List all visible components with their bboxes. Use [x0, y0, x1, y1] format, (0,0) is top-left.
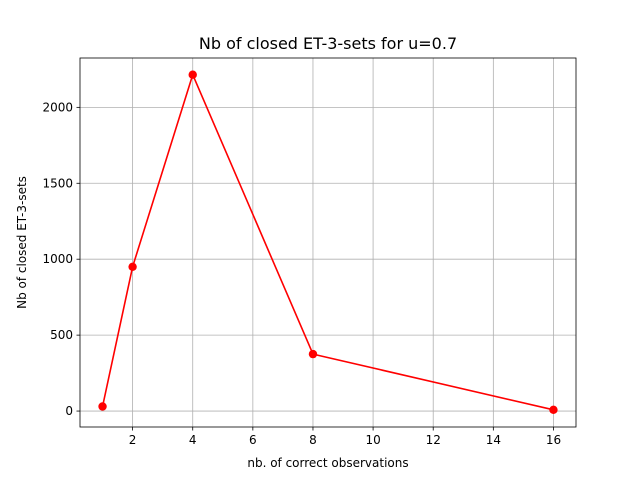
series-layer	[98, 70, 558, 415]
y-tick-label: 2000	[42, 100, 73, 114]
x-axis-label: nb. of correct observations	[247, 456, 408, 470]
plot-frame	[79, 57, 577, 428]
y-axis-label: Nb of closed ET-3-sets	[15, 176, 29, 309]
x-tick-label: 2	[129, 433, 137, 447]
x-axis-ticks: 2 4 6 8 10 12 14 16	[129, 427, 561, 447]
y-tick-label: 0	[65, 404, 73, 418]
x-tick-label: 12	[426, 433, 441, 447]
data-point	[188, 70, 197, 79]
y-axis-ticks: 0 500 1000 1500 2000	[42, 100, 80, 418]
x-tick-label: 8	[309, 433, 317, 447]
data-point	[98, 402, 107, 411]
grid	[80, 58, 576, 427]
y-tick-label: 1500	[42, 176, 73, 190]
data-point	[549, 405, 558, 415]
data-point	[128, 262, 137, 271]
y-tick-label: 1000	[42, 252, 73, 266]
x-tick-label: 14	[486, 433, 501, 447]
x-tick-label: 4	[189, 433, 197, 447]
y-tick-label: 500	[50, 328, 73, 342]
x-tick-label: 6	[249, 433, 257, 447]
data-point	[308, 349, 318, 359]
x-tick-label: 10	[365, 433, 380, 447]
x-tick-label: 16	[546, 433, 561, 447]
chart-title: Nb of closed ET-3-sets for u=0.7	[199, 34, 457, 53]
